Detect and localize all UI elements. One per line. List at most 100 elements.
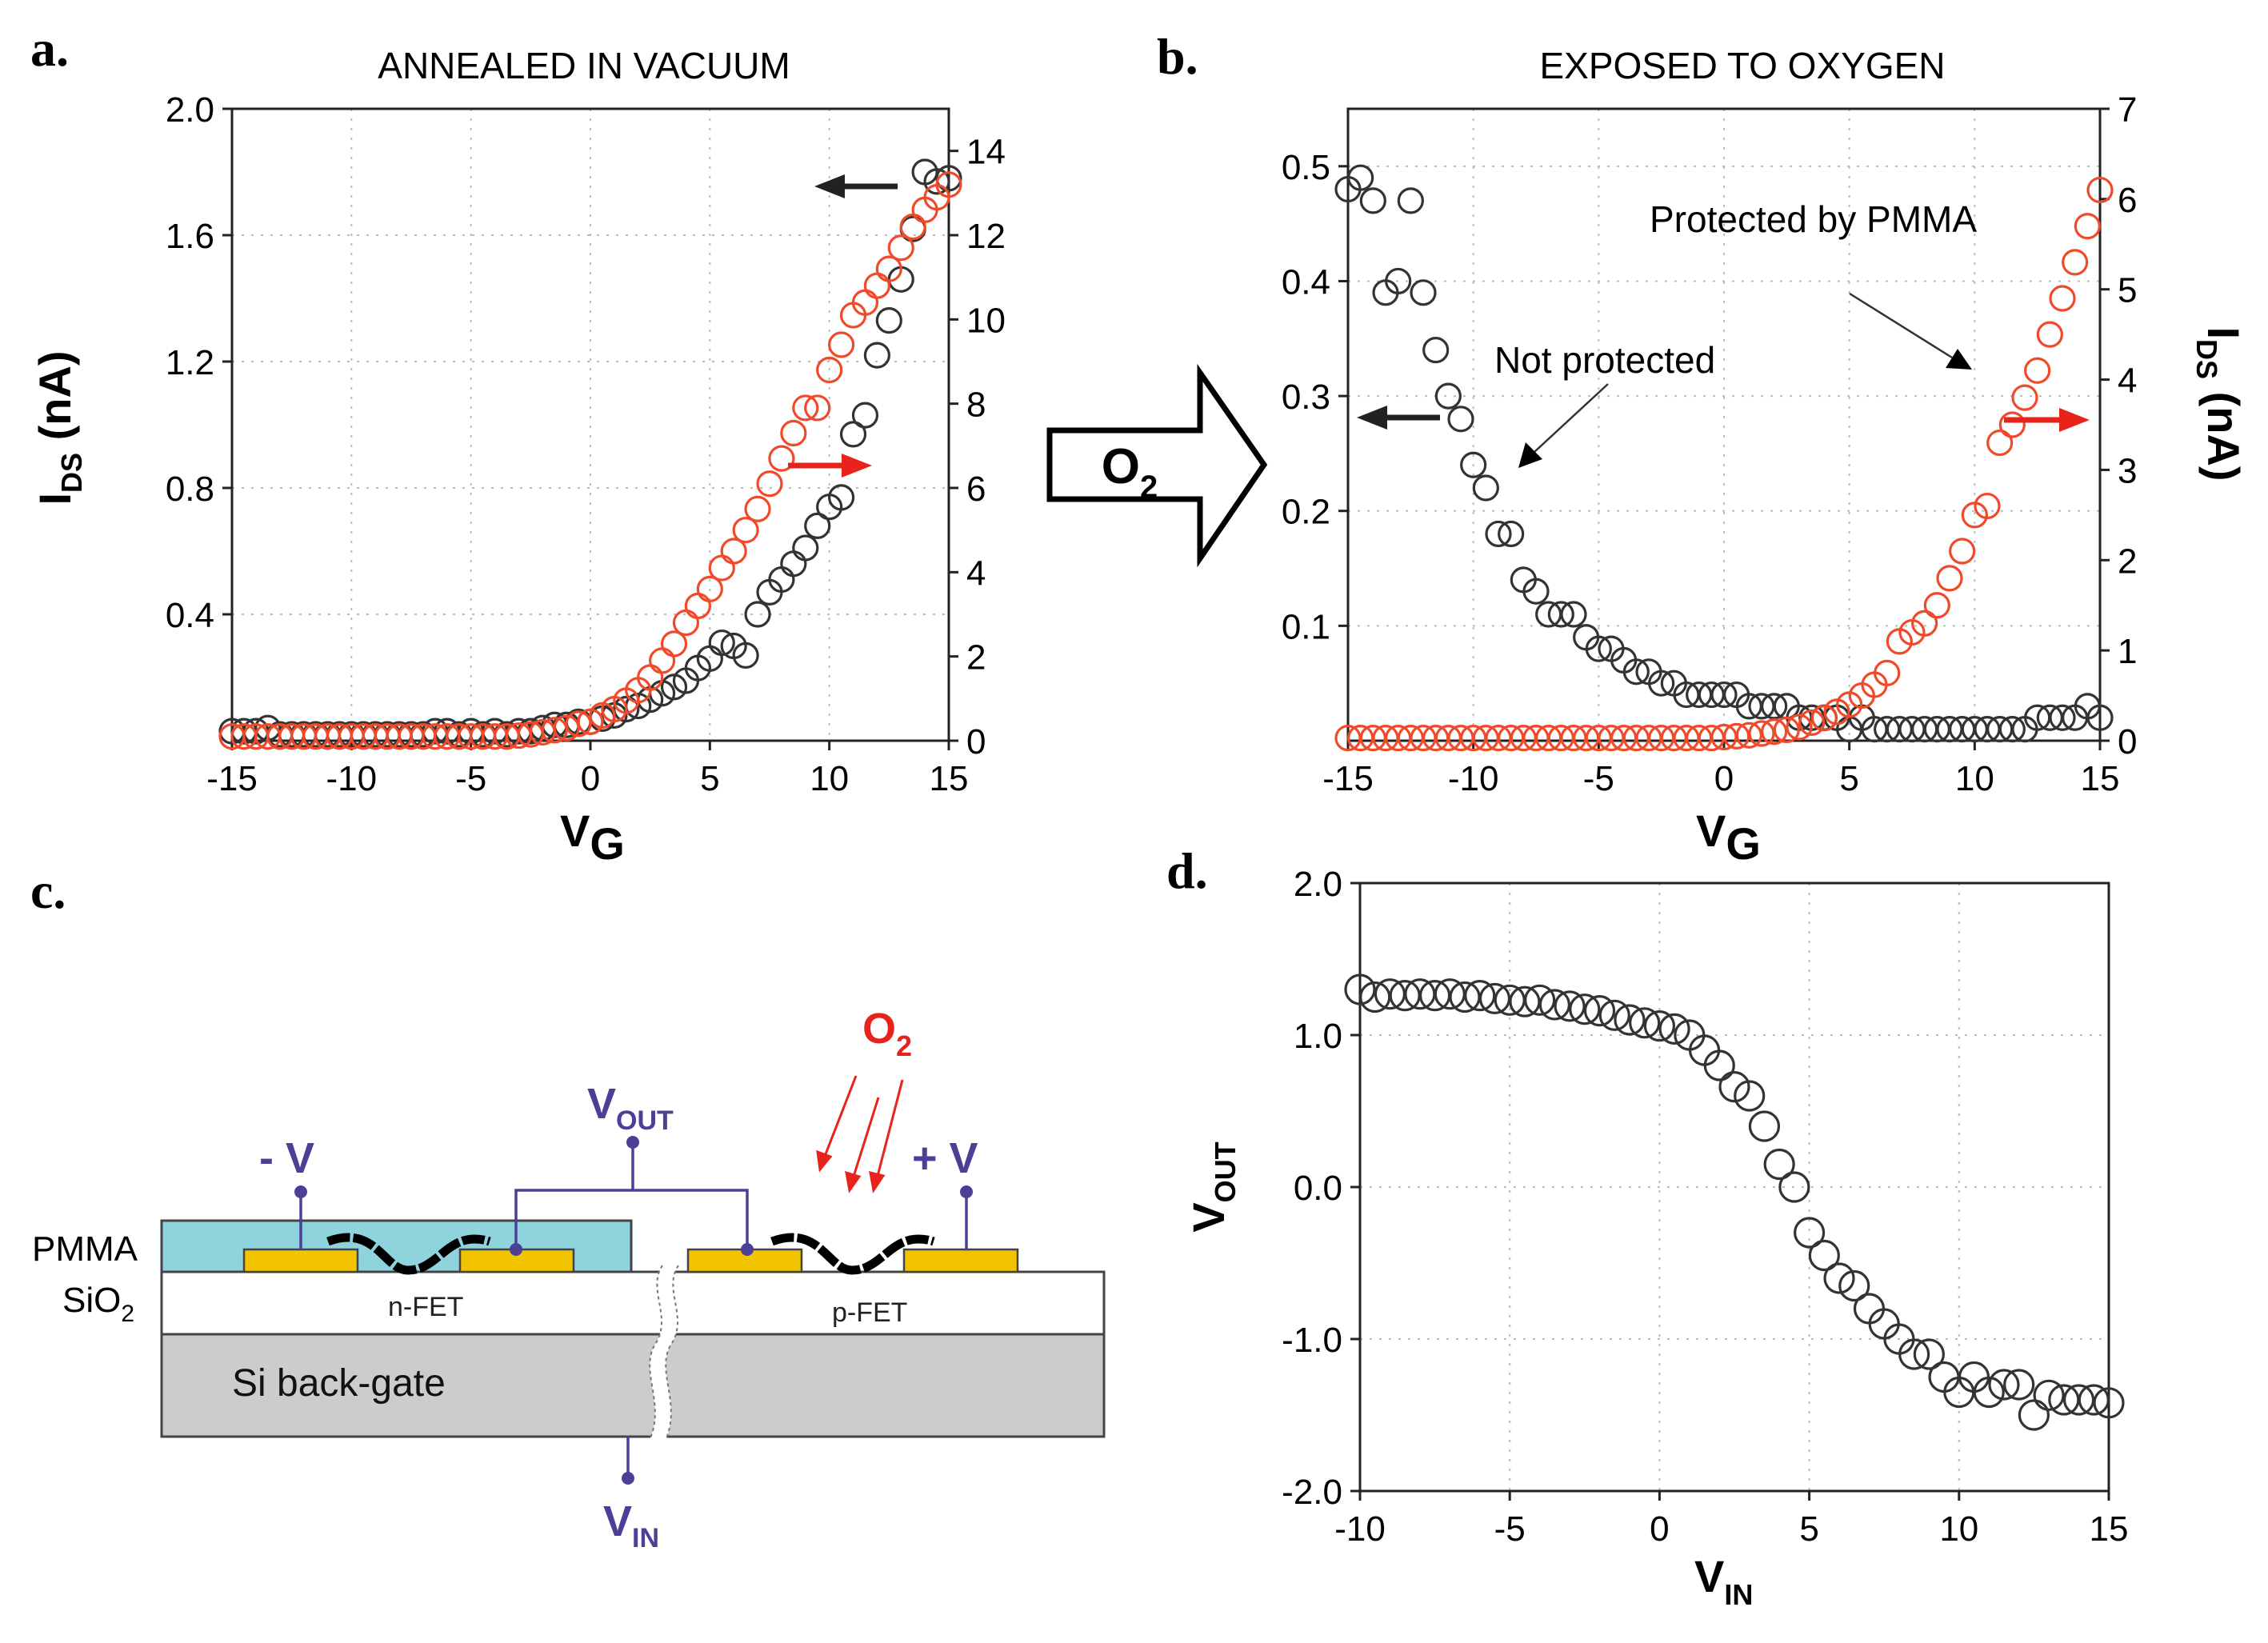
- chart-b-series-1-point: [2086, 704, 2114, 731]
- chart-a-series-2-point: [768, 445, 795, 472]
- annotation-not-protected-line: [1534, 383, 1609, 453]
- chart-d-points: [1344, 973, 2125, 1431]
- chart-a-series-1-point: [935, 165, 962, 192]
- chart-a-series-2-point: [863, 272, 891, 299]
- nfet-nanotube: [326, 1233, 491, 1275]
- chart-a-y2tick-label: 12: [966, 217, 1006, 256]
- chart-b-ylabel: IDS (nA): [2190, 326, 2249, 481]
- chart-a-y2tick-label: 10: [966, 301, 1006, 340]
- chart-b-left-arrow-head: [1357, 406, 1387, 430]
- chart-d-series-1-point: [1734, 1080, 1766, 1112]
- label-pfet: p-FET: [832, 1297, 907, 1328]
- chart-a-series-1-point: [744, 601, 771, 628]
- chart-d-series-1-point: [1524, 984, 1556, 1016]
- chart-a-frame: [230, 107, 950, 742]
- oxygen-arrow-label: O2: [1102, 439, 1158, 505]
- chart-a-ticks: -15 -10 -5 0 5 10 15 0.4 0.8 1.2 1.6 2.0 0 2 4 6 8 10 12 14: [166, 90, 1006, 798]
- chart-d-series-1-point: [1853, 1293, 1886, 1325]
- chart-a-series-2-point: [696, 575, 723, 603]
- node-vout: [626, 1136, 639, 1149]
- chart-d-series-1-point: [1509, 985, 1541, 1017]
- chart-a-ylabel-main: I: [30, 493, 80, 506]
- chart-b-series-2-point: [1810, 705, 1838, 732]
- label-minus-v: - V: [259, 1134, 314, 1182]
- chart-a-ylabel: IDS (nA): [30, 350, 88, 505]
- chart-b-ytick-label: 0.1: [1282, 607, 1330, 646]
- chart-a-xlabel-sub: G: [590, 818, 625, 869]
- chart-d-series-1-point: [1629, 1007, 1661, 1039]
- chart-d-xtick-label: 0: [1650, 1509, 1669, 1549]
- chart-b-series-1-point: [1710, 681, 1738, 709]
- chart-a-ytick-label: 0.8: [166, 470, 214, 509]
- chart-b: -15 -10 -5 0 5 10 15 0.1 0.2 0.3 0.4 0.5 0 1 2 3 4 5 6 7 ID…: [1282, 90, 2249, 869]
- chart-d-xtick-label: -5: [1494, 1509, 1526, 1549]
- annotation-protected-pointer: [1849, 292, 1972, 370]
- pfet-drain-contact: [902, 1248, 1019, 1273]
- chart-b-xtick-label: -5: [1583, 759, 1614, 798]
- chart-d-series-1-point: [2033, 1379, 2065, 1411]
- chart-d-series-1-point: [1808, 1239, 1840, 1272]
- chart-b-y2tick-label: 2: [2118, 542, 2137, 581]
- annotation-protected-head: [1946, 349, 1972, 370]
- chart-a-series-1-point: [792, 534, 819, 562]
- chart-b-series-2-point: [1923, 592, 1950, 619]
- chart-b-right-arrow: [2004, 408, 2090, 432]
- sio2-layer: [160, 1270, 1106, 1336]
- chart-d-ytick-label: 2.0: [1294, 865, 1342, 904]
- oxygen-arrow-shape: [1046, 363, 1268, 568]
- chart-a-series-1-point: [839, 421, 867, 448]
- panel-label-c: c.: [30, 862, 66, 919]
- panel-b-title: EXPOSED TO OXYGEN: [1539, 45, 1945, 86]
- chart-a-ylabel-sub: DS: [55, 453, 88, 493]
- chart-d-series-1-point: [1823, 1262, 1855, 1294]
- chart-d-series-1-point: [2018, 1399, 2050, 1431]
- chart-b-ytick-label: 0.4: [1282, 262, 1330, 302]
- chart-a-xtick-label: -15: [206, 759, 258, 798]
- chart-b-series-1-point: [1585, 635, 1612, 662]
- chart-b-ytick-label: 0.5: [1282, 148, 1330, 187]
- chart-a: -15 -10 -5 0 5 10 15 0.4 0.8 1.2 1.6 2.0 0 2 4 6 8 10 12 14…: [30, 90, 1006, 869]
- chart-d-ytick-label: -2.0: [1282, 1473, 1342, 1512]
- chart-b-ytick-label: 0.3: [1282, 378, 1330, 417]
- chart-b-series-2-point: [2086, 176, 2114, 204]
- chart-b-series-1-point: [1434, 382, 1462, 410]
- chart-d-xtick-label: 5: [1799, 1509, 1818, 1549]
- chart-a-ytick-label: 2.0: [166, 90, 214, 130]
- chart-b-series-1-point: [1472, 474, 1499, 502]
- chart-d-ytick-label: -1.0: [1282, 1321, 1342, 1360]
- chart-a-y2tick-label: 0: [966, 722, 986, 762]
- chart-b-ticks: -15 -10 -5 0 5 10 15 0.1 0.2 0.3 0.4 0.5 0 1 2 3 4 5 6 7: [1282, 90, 2138, 798]
- chart-a-series-2-point: [827, 331, 855, 358]
- si-back-gate: [160, 1333, 1106, 1438]
- chart-b-series-2-point: [1748, 720, 1775, 747]
- oxygen-arrow-label-main: O: [1102, 439, 1140, 494]
- chart-b-y2tick-label: 6: [2118, 181, 2137, 220]
- chart-d-series-1-point: [1718, 1070, 1750, 1103]
- chart-d-series-1-point: [1778, 1171, 1810, 1203]
- chart-d-series-1-point: [1688, 1034, 1721, 1066]
- chart-b-series-2-point: [1874, 659, 1901, 686]
- chart-a-series-2-point: [756, 470, 783, 498]
- chart-d-series-1-point: [1478, 982, 1511, 1015]
- chart-d-series-1-point: [2003, 1369, 2035, 1401]
- chart-b-series-1-point: [1522, 578, 1550, 605]
- chart-a-xlabel: VG: [560, 806, 625, 869]
- chart-b-series-1-point: [2049, 704, 2076, 731]
- chart-d-series-1-point: [1958, 1361, 1990, 1393]
- label-pmma: PMMA: [32, 1229, 138, 1269]
- chart-a-series-2-point: [565, 710, 592, 738]
- chart-b-series-2-point: [1936, 565, 1963, 592]
- chart-a-series-2-point: [887, 234, 914, 262]
- chart-b-xtick-label: -10: [1448, 759, 1499, 798]
- chart-a-series-2-point: [684, 592, 712, 620]
- chart-a-y2tick-label: 2: [966, 638, 986, 678]
- chart-b-series-1-point: [1410, 279, 1437, 306]
- chart-b-xtick-label: -15: [1322, 759, 1374, 798]
- chart-a-ytick-label: 0.4: [166, 596, 214, 635]
- chart-d: -10 -5 0 5 10 15-2.0-1.00.01.02.0 VOUT VIN: [1183, 865, 2128, 1611]
- chart-a-left-arrow: [814, 174, 898, 198]
- chart-b-ylabel-sub: DS: [2190, 339, 2223, 379]
- chart-d-series-1-point: [1583, 994, 1616, 1027]
- chart-a-right-arrow-head: [842, 454, 872, 478]
